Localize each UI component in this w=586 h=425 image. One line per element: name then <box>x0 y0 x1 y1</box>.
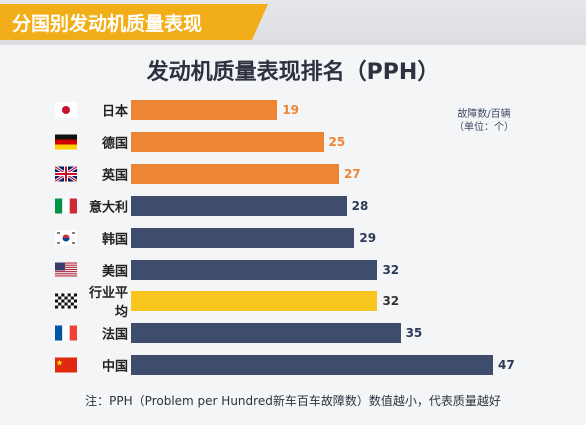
bar-value-label: 47 <box>498 358 515 373</box>
category-label: 法国 <box>101 327 128 343</box>
bar <box>131 323 401 344</box>
italy-flag-icon <box>55 198 77 214</box>
bar <box>131 195 347 216</box>
bar-value-label: 32 <box>382 262 400 277</box>
bar <box>131 291 378 312</box>
bar-value-label: 25 <box>328 134 346 149</box>
bar <box>131 259 378 280</box>
japan-flag-icon <box>55 102 77 118</box>
category-label: 意大利 <box>88 200 128 216</box>
chart-title: 发动机质量表现排名（PPH） <box>146 60 440 85</box>
category-label: 德国 <box>101 136 128 152</box>
bar <box>131 227 355 248</box>
unit-label-line2: （单位：个） <box>454 122 514 133</box>
uk-flag-icon <box>54 165 78 183</box>
korea-flag-icon <box>55 230 77 246</box>
checkered-flag-icon <box>55 293 78 309</box>
bar <box>131 355 493 376</box>
footnote: 注：PPH（Problem per Hundred新车百车故障数）数值越小，代表… <box>85 394 501 408</box>
bar <box>131 100 278 120</box>
bar-value-label: 32 <box>382 294 400 309</box>
usa-flag-icon <box>55 262 77 277</box>
bar <box>131 163 339 184</box>
china-flag-icon <box>55 357 77 373</box>
bar-value-label: 27 <box>343 166 361 181</box>
bar-value-label: 35 <box>405 326 423 341</box>
category-label: 韩国 <box>101 232 128 248</box>
category-label: 中国 <box>101 359 128 375</box>
bar-value-label: 29 <box>359 230 377 245</box>
section-banner: 分国别发动机质量表现 <box>0 4 268 40</box>
category-label: 日本 <box>101 104 128 120</box>
germany-flag-icon <box>55 134 77 150</box>
category-label: 行业平均 <box>88 286 128 321</box>
unit-label-line1: 故障数/百辆 <box>457 109 511 120</box>
bar-value-label: 19 <box>282 103 300 117</box>
unit-label: 故障数/百辆 （单位：个） <box>438 108 530 134</box>
category-label: 英国 <box>101 168 128 184</box>
category-label: 美国 <box>101 264 128 279</box>
bar-value-label: 28 <box>351 198 369 213</box>
france-flag-icon <box>55 325 77 341</box>
banner-title: 分国别发动机质量表现 <box>12 12 203 35</box>
bar <box>131 131 324 152</box>
